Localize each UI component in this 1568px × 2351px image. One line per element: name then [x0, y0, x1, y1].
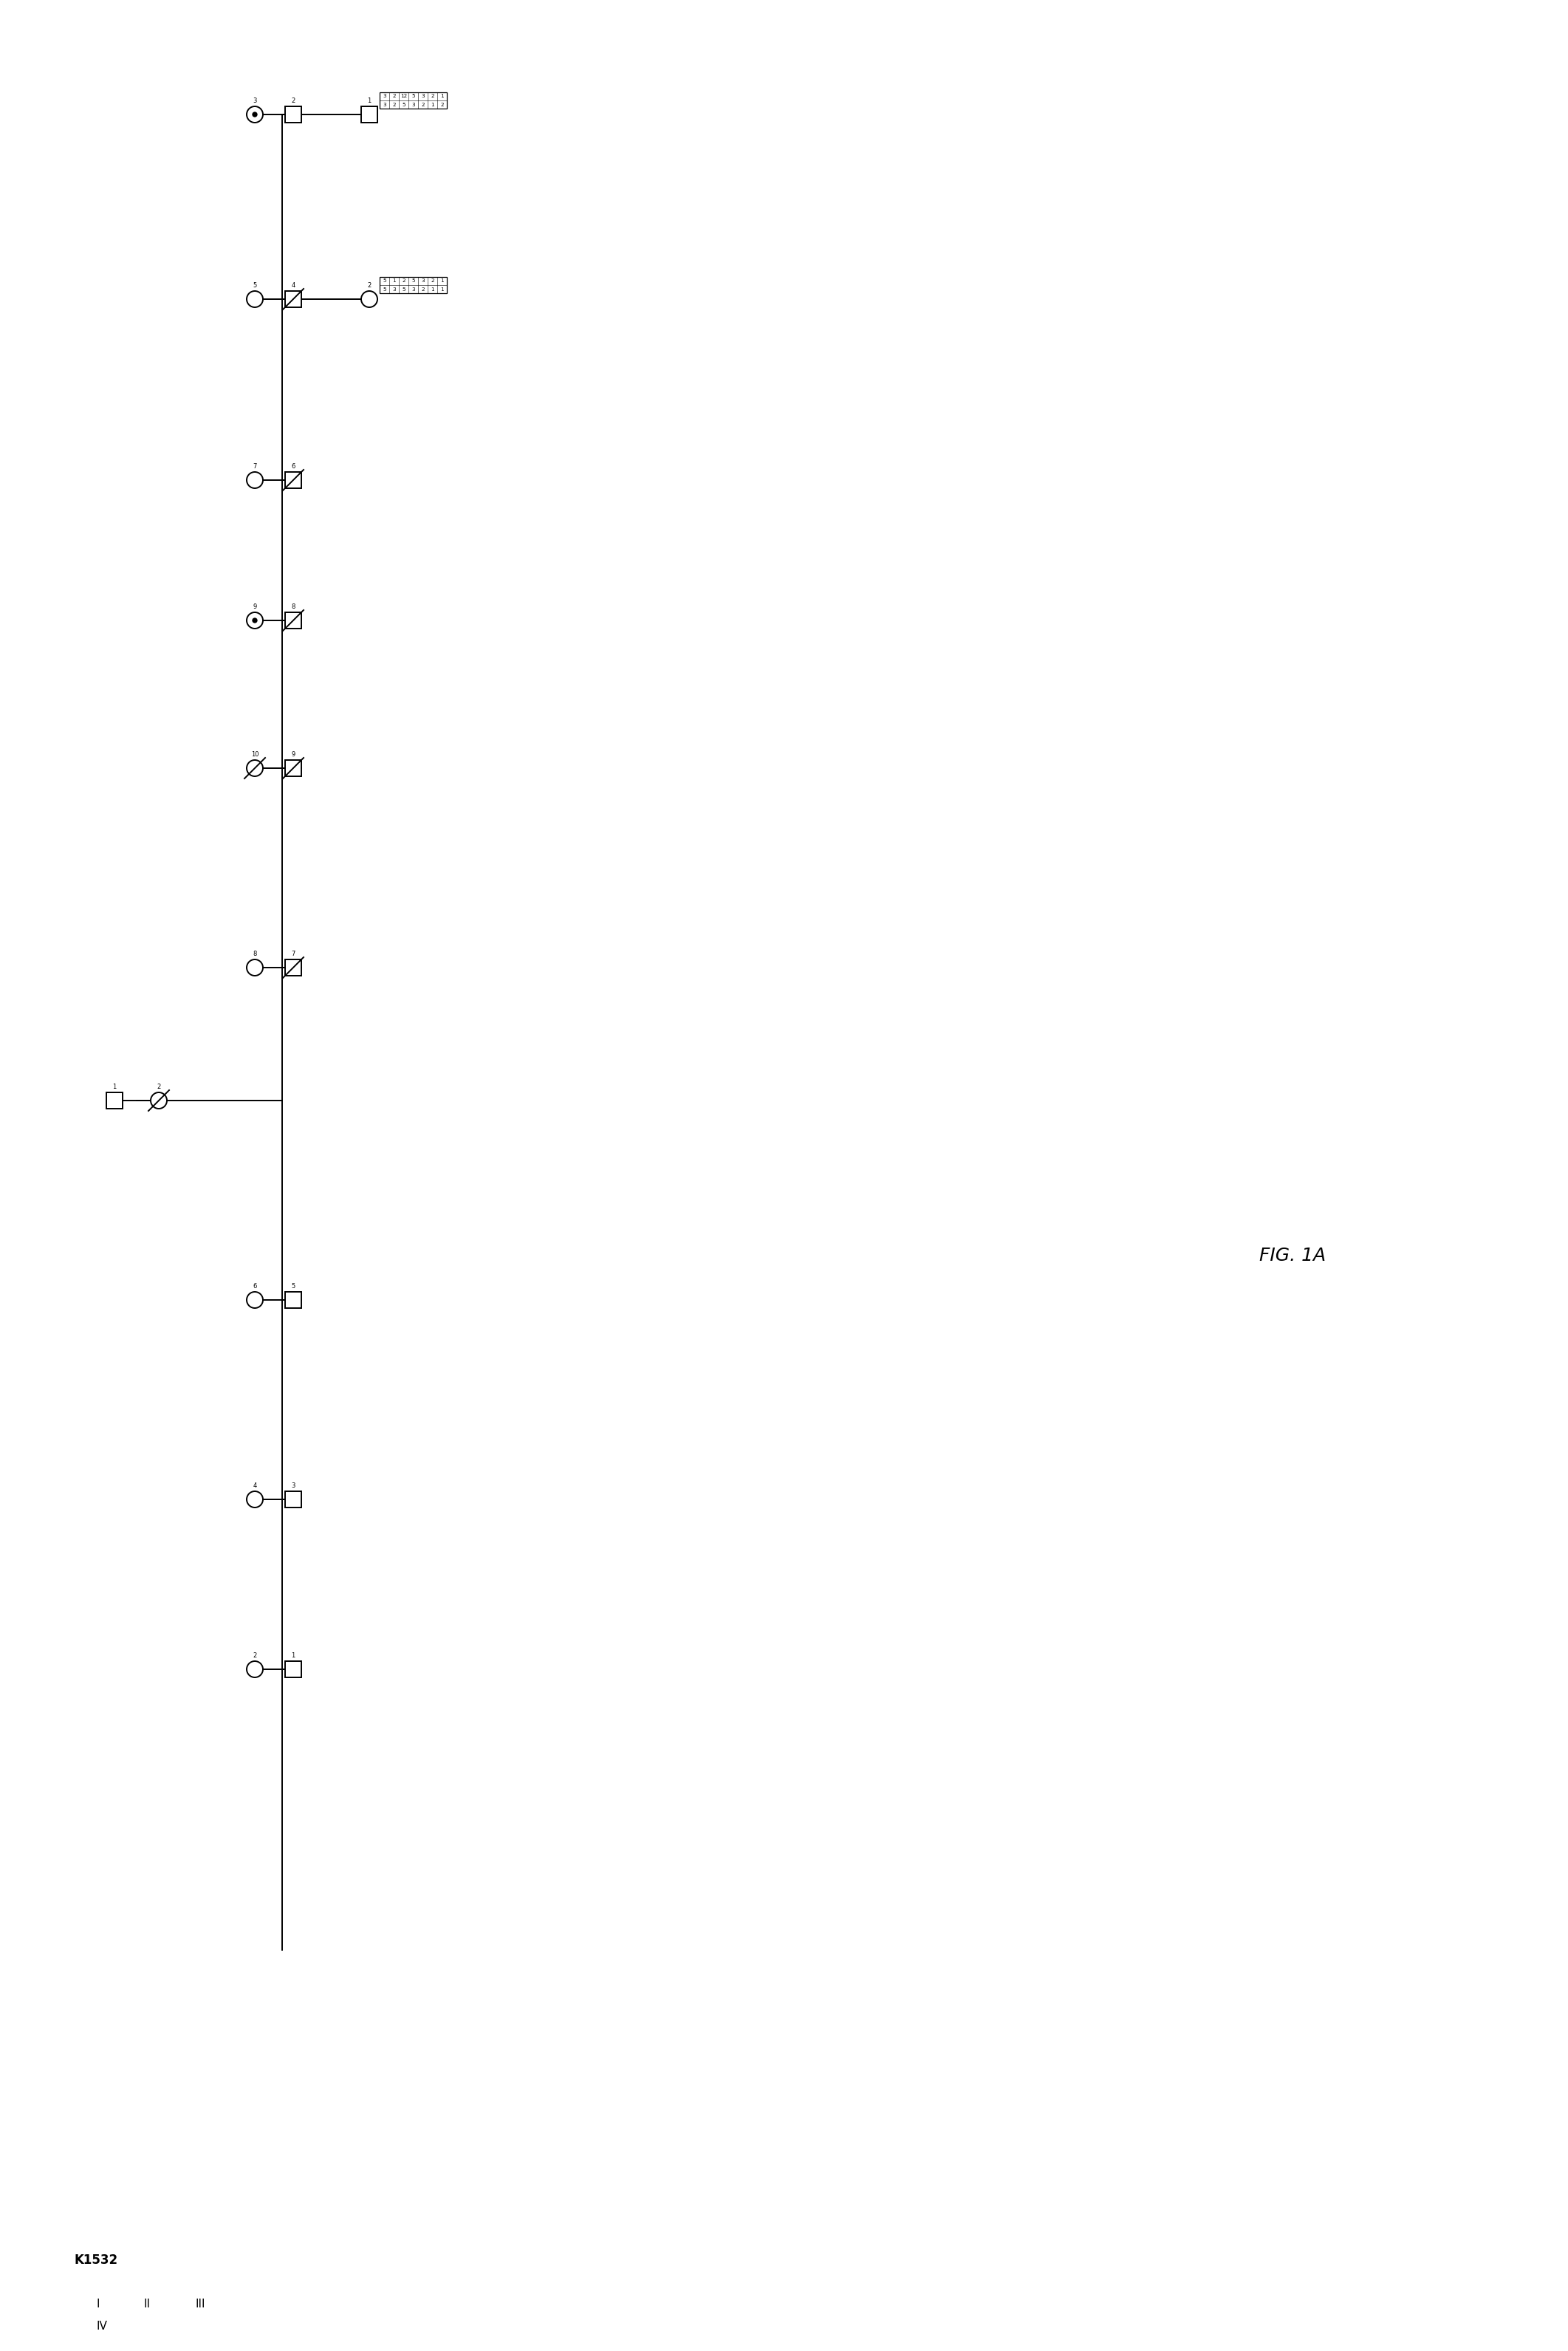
Text: 3: 3 — [422, 280, 425, 282]
Text: 8: 8 — [252, 950, 257, 957]
Text: 2: 2 — [431, 94, 434, 99]
Circle shape — [246, 1662, 263, 1676]
Text: FIG. 1A: FIG. 1A — [1259, 1246, 1327, 1265]
Text: 5: 5 — [401, 103, 406, 106]
Circle shape — [246, 292, 263, 308]
Text: II: II — [144, 2299, 151, 2311]
Text: 2: 2 — [292, 96, 295, 103]
Circle shape — [246, 959, 263, 976]
Text: 3: 3 — [411, 103, 416, 106]
Bar — [285, 611, 301, 628]
Text: 1: 1 — [113, 1084, 116, 1091]
Text: 3: 3 — [292, 1483, 295, 1488]
Text: 3: 3 — [422, 94, 425, 99]
Circle shape — [246, 106, 263, 122]
Text: 1: 1 — [441, 287, 444, 292]
Text: 1: 1 — [431, 103, 434, 106]
Circle shape — [361, 292, 378, 308]
Text: 2: 2 — [431, 280, 434, 282]
Text: I: I — [96, 2299, 99, 2311]
Text: 2: 2 — [367, 282, 372, 289]
Text: 8: 8 — [292, 604, 295, 611]
Text: 5: 5 — [383, 280, 386, 282]
Text: 1: 1 — [441, 94, 444, 99]
Text: 3: 3 — [383, 94, 386, 99]
Text: 2: 2 — [252, 1653, 257, 1660]
Text: 2: 2 — [392, 103, 395, 106]
Text: 2: 2 — [422, 103, 425, 106]
Text: 1: 1 — [367, 96, 372, 103]
Text: 2: 2 — [441, 103, 444, 106]
Text: 4: 4 — [252, 1483, 257, 1488]
Text: 2: 2 — [157, 1084, 162, 1091]
Text: 3: 3 — [392, 287, 395, 292]
Text: 2: 2 — [422, 287, 425, 292]
Bar — [285, 106, 301, 122]
Bar — [107, 1093, 122, 1110]
Bar — [285, 473, 301, 489]
Bar — [379, 92, 447, 108]
Bar — [285, 1291, 301, 1307]
Bar — [285, 1491, 301, 1507]
Text: 9: 9 — [252, 604, 257, 611]
Text: K1532: K1532 — [74, 2255, 118, 2266]
Text: 5: 5 — [292, 1284, 295, 1291]
Circle shape — [252, 113, 257, 118]
Text: 12: 12 — [400, 94, 408, 99]
Text: 5: 5 — [252, 282, 257, 289]
Circle shape — [246, 611, 263, 628]
Text: 7: 7 — [252, 463, 257, 470]
Circle shape — [246, 759, 263, 776]
Circle shape — [151, 1093, 166, 1110]
Text: 2: 2 — [401, 280, 406, 282]
Text: 3: 3 — [411, 287, 416, 292]
Text: 5: 5 — [411, 280, 416, 282]
Text: 7: 7 — [292, 950, 295, 957]
Text: 2: 2 — [392, 94, 395, 99]
Text: 4: 4 — [292, 282, 295, 289]
Bar — [361, 106, 378, 122]
Text: 1: 1 — [441, 280, 444, 282]
Bar — [285, 759, 301, 776]
Bar — [285, 1662, 301, 1676]
Text: 9: 9 — [292, 752, 295, 757]
Circle shape — [246, 1491, 263, 1507]
Text: 5: 5 — [411, 94, 416, 99]
Bar — [285, 292, 301, 308]
Text: 6: 6 — [292, 463, 295, 470]
Bar — [379, 277, 447, 294]
Text: III: III — [196, 2299, 205, 2311]
Text: 5: 5 — [383, 287, 386, 292]
Bar — [285, 959, 301, 976]
Text: 10: 10 — [251, 752, 259, 757]
Text: 3: 3 — [383, 103, 386, 106]
Text: 5: 5 — [401, 287, 406, 292]
Circle shape — [246, 473, 263, 489]
Text: 1: 1 — [431, 287, 434, 292]
Text: 6: 6 — [252, 1284, 257, 1291]
Text: 3: 3 — [252, 96, 257, 103]
Text: 1: 1 — [392, 280, 395, 282]
Text: IV: IV — [96, 2320, 107, 2332]
Circle shape — [252, 618, 257, 623]
Circle shape — [246, 1291, 263, 1307]
Text: 1: 1 — [292, 1653, 295, 1660]
